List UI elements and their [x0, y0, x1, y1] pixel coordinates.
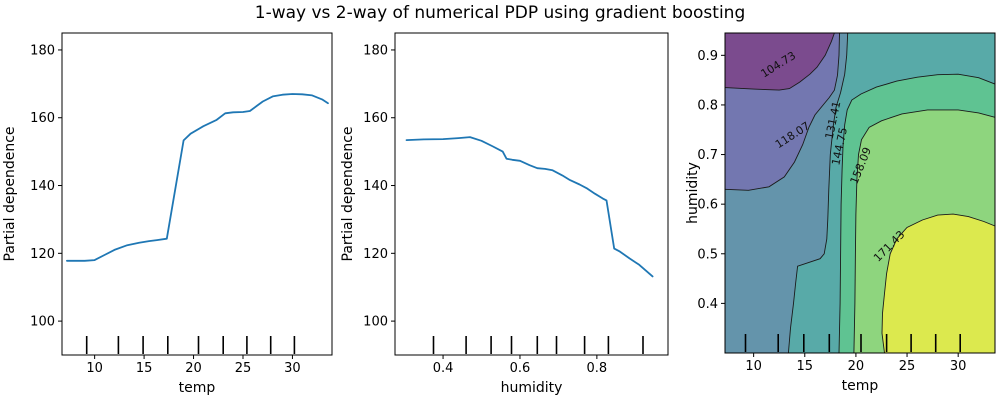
- y-tick-label: 100: [363, 315, 388, 330]
- x-axis-label: temp: [179, 380, 216, 396]
- y-axis-label: Partial dependence: [340, 126, 356, 261]
- y-axis-label: Partial dependence: [2, 126, 18, 261]
- subplot-1-line-temp: 10 15 20 25 30 100 120 140 160 180 temp Partial dep…: [2, 32, 333, 396]
- x-tick-label: 15: [136, 361, 153, 376]
- y-tick-label: 0.4: [697, 297, 718, 312]
- y-tick-label: 140: [30, 179, 55, 194]
- subplot-2-line-humidity: 0.4 0.6 0.8 100 120 140 160 180 humidity Partial …: [340, 32, 669, 396]
- x-tick-label: 25: [899, 359, 916, 374]
- x-axis-label: humidity: [501, 380, 563, 396]
- y-tick-label: 120: [363, 247, 388, 262]
- x-tick-label: 15: [796, 359, 813, 374]
- y-tick-label: 140: [363, 179, 388, 194]
- contour-line-4: [853, 109, 996, 354]
- pdp-line: [66, 93, 329, 262]
- y-tick-label: 0.8: [697, 98, 718, 113]
- contour-region-4: [839, 74, 995, 353]
- pdp-line: [405, 136, 654, 278]
- axes-spines: [61, 32, 333, 356]
- x-tick-label: 30: [284, 361, 301, 376]
- contour-line-5: [881, 213, 996, 354]
- y-axis-label: humidity: [685, 162, 701, 224]
- x-tick-label: 10: [745, 359, 762, 374]
- x-tick-label: 20: [185, 361, 202, 376]
- contour-line-2: [787, 32, 849, 354]
- subplot-3-contour-temp: 10 15 20 25 30 0.4 0.5 0.6 0.7 0.8 0.9 temp humidity…: [685, 32, 996, 394]
- x-tick-label: 25: [235, 361, 252, 376]
- contour-region-5: [853, 109, 995, 354]
- x-tick-label: 0.4: [433, 361, 454, 376]
- contour-region-6: [882, 214, 995, 353]
- y-tick-label: 0.5: [697, 247, 718, 262]
- y-tick-label: 160: [30, 111, 55, 126]
- y-tick-label: 180: [363, 43, 388, 58]
- contour-line-0: [724, 32, 835, 91]
- y-tick-label: 100: [30, 315, 55, 330]
- y-tick-label: 0.6: [697, 198, 718, 213]
- y-tick-label: 180: [30, 43, 55, 58]
- x-tick-label: 0.6: [510, 361, 531, 376]
- y-tick-label: 0.9: [697, 49, 718, 64]
- contour-line-3: [838, 73, 996, 354]
- x-axis-label: temp: [842, 378, 879, 394]
- x-tick-label: 10: [86, 361, 103, 376]
- contour-region-0: [725, 33, 835, 91]
- axes-spines: [394, 32, 669, 356]
- y-tick-label: 0.7: [697, 148, 718, 163]
- y-tick-label: 120: [30, 247, 55, 262]
- y-tick-label: 160: [363, 111, 388, 126]
- x-tick-label: 20: [848, 359, 865, 374]
- contour-line-1: [724, 32, 840, 191]
- x-tick-label: 30: [950, 359, 967, 374]
- contour-region-1: [725, 33, 840, 191]
- figure-title: 1-way vs 2-way of numerical PDP using gr…: [254, 3, 746, 23]
- x-tick-label: 0.8: [587, 361, 608, 376]
- axes-spines: [724, 32, 996, 354]
